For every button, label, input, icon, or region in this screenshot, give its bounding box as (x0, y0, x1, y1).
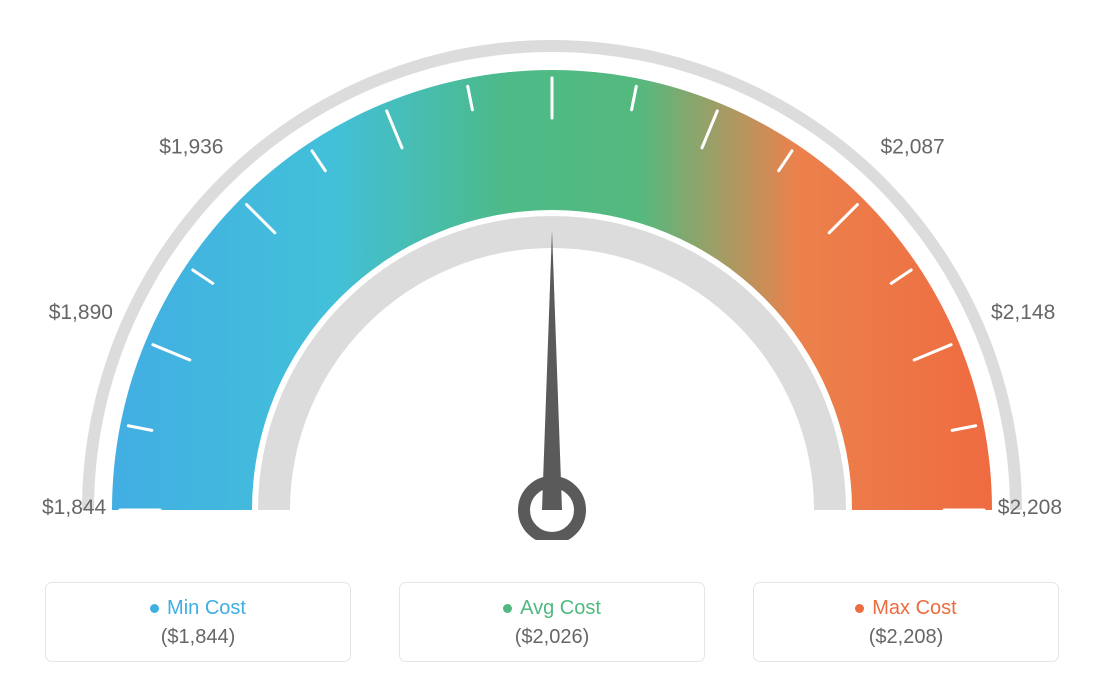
legend-max-title: Max Cost (766, 597, 1046, 620)
svg-text:$2,026: $2,026 (520, 0, 584, 1)
gauge-chart: $1,844 $1,890 $1,936 $2,026 $2,087 $2,148 $2,2… (0, 0, 1104, 540)
legend-min-label: Min Cost (167, 597, 246, 619)
svg-text:$2,148: $2,148 (991, 301, 1055, 324)
legend-max-bullet (855, 604, 864, 613)
legend-min-bullet (150, 604, 159, 613)
legend-card-min: Min Cost ($1,844) (45, 582, 351, 662)
legend-min-value: ($1,844) (58, 626, 338, 649)
legend-avg-bullet (503, 604, 512, 613)
svg-text:$2,208: $2,208 (998, 496, 1062, 519)
legend-card-max: Max Cost ($2,208) (753, 582, 1059, 662)
svg-text:$1,890: $1,890 (49, 301, 113, 324)
gauge-svg: $1,844 $1,890 $1,936 $2,026 $2,087 $2,148 $2,2… (0, 0, 1104, 540)
legend-min-title: Min Cost (58, 597, 338, 620)
svg-text:$2,087: $2,087 (881, 135, 945, 158)
legend-avg-title: Avg Cost (412, 597, 692, 620)
legend-max-label: Max Cost (872, 597, 956, 619)
legend-card-avg: Avg Cost ($2,026) (399, 582, 705, 662)
svg-text:$1,844: $1,844 (42, 496, 107, 519)
legend-row: Min Cost ($1,844) Avg Cost ($2,026) Max … (0, 582, 1104, 662)
legend-avg-label: Avg Cost (520, 597, 601, 619)
legend-max-value: ($2,208) (766, 626, 1046, 649)
svg-text:$1,936: $1,936 (159, 135, 223, 158)
legend-avg-value: ($2,026) (412, 626, 692, 649)
